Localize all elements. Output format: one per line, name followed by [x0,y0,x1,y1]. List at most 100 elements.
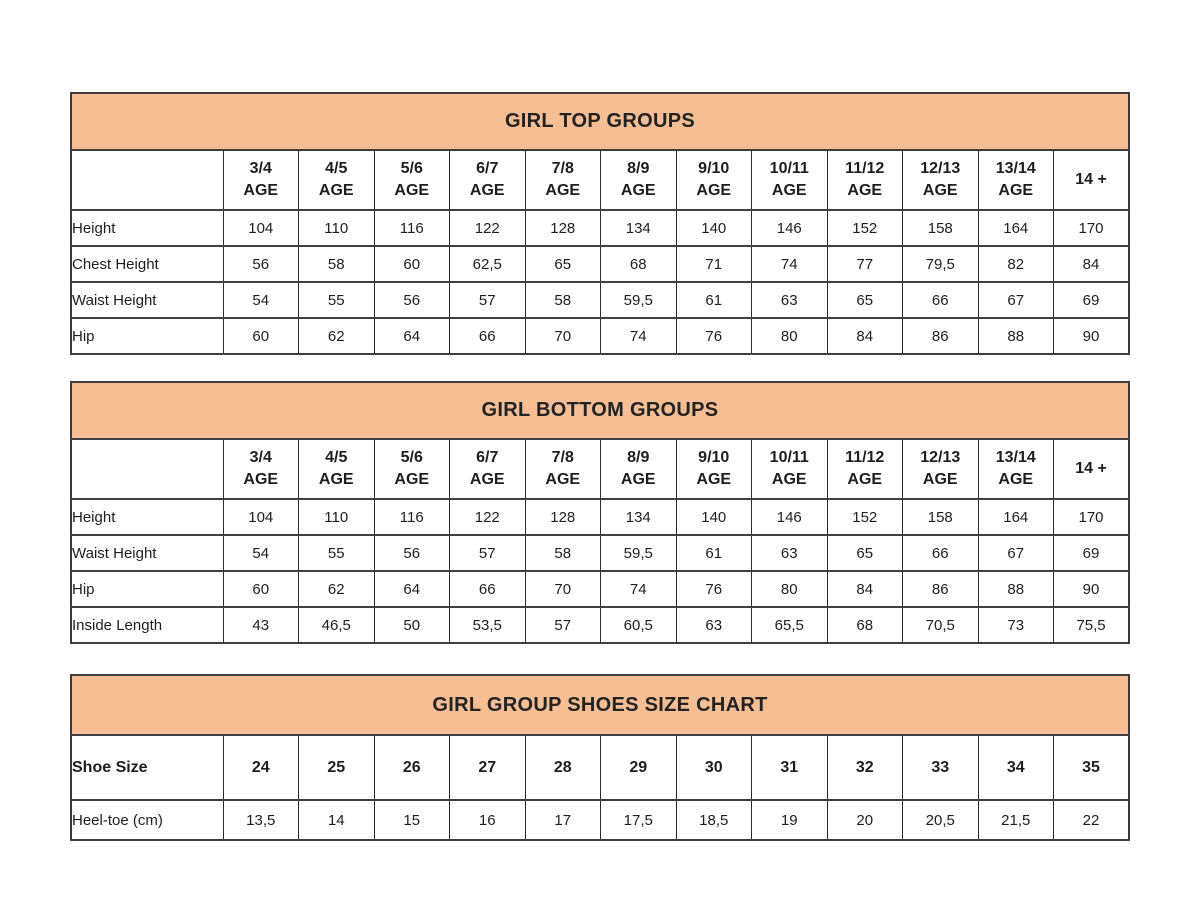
row-label-cell: Shoe Size [70,734,224,801]
value-cell: 19 [751,799,828,841]
value-cell: 14 [298,799,375,841]
value-cell: 86 [902,570,979,608]
value-cell: 80 [751,570,828,608]
corner-cell [70,438,224,500]
value-cell: 30 [675,734,752,801]
age-suffix-label: AGE [998,182,1034,199]
girl-shoes-size-body: GIRL GROUP SHOES SIZE CHART Shoe Size 24 2… [70,674,1130,841]
age-suffix-label: AGE [847,471,883,488]
value-cell: 18,5 [675,799,752,841]
value-cell: 57 [524,606,601,644]
value-cell: 75,5 [1053,606,1130,644]
column-header-cell: 14 + [1053,149,1130,211]
age-suffix-label: AGE [922,182,958,199]
value-cell: 88 [977,570,1054,608]
column-header-cell: 9/10 AGE [675,149,752,211]
value-cell: 31 [751,734,828,801]
age-range-label: 12/13 [920,160,961,178]
value-cell: 158 [902,209,979,247]
value-cell: 64 [373,570,450,608]
column-header-cell: 8/9 AGE [600,438,677,500]
row-label-cell: Heel-toe (cm) [70,799,224,841]
value-cell: 122 [449,209,526,247]
value-cell: 50 [373,606,450,644]
age-suffix-label: AGE [771,182,807,199]
table-row: Height 104 110 116 122 128 134 140 146 152 158 164 1… [70,498,1130,536]
value-cell: 57 [449,534,526,572]
value-cell: 29 [600,734,677,801]
value-cell: 16 [449,799,526,841]
column-header-cell: 7/8 AGE [524,438,601,500]
age-header-row: 3/4 AGE 4/5 AGE 5/6 AGE 6/7 AGE 7/8 AGE 8/9 AGE 9/10… [70,149,1130,211]
value-cell: 63 [675,606,752,644]
value-cell: 82 [977,245,1054,283]
value-cell: 28 [524,734,601,801]
column-header-cell: 12/13 AGE [902,149,979,211]
value-cell: 116 [373,498,450,536]
value-cell: 164 [977,209,1054,247]
row-label-cell: Height [70,498,224,536]
age-range-label: 11/12 [845,449,885,467]
size-charts-container: GIRL TOP GROUPS 3/4 AGE 4/5 AGE 5/6 AGE 6/7 AGE… [70,92,1130,841]
value-cell: 20,5 [902,799,979,841]
value-cell: 90 [1053,317,1130,355]
table-row: Chest Height 56 58 60 62,5 65 68 71 74 77 79,5 82 84 [70,245,1130,283]
column-header-cell: 6/7 AGE [449,149,526,211]
value-cell: 64 [373,317,450,355]
value-cell: 65 [524,245,601,283]
girl-bottom-groups-title: GIRL BOTTOM GROUPS [70,381,1130,440]
value-cell: 54 [222,281,299,319]
age-header-row: 3/4 AGE 4/5 AGE 5/6 AGE 6/7 AGE 7/8 AGE 8/9 AGE 9/10… [70,438,1130,500]
value-cell: 116 [373,209,450,247]
table-row: Hip 60 62 64 66 70 74 76 80 84 86 88 90 [70,570,1130,608]
table-title-row: GIRL GROUP SHOES SIZE CHART [70,674,1130,736]
value-cell: 60 [373,245,450,283]
column-header-cell: 13/14 AGE [977,149,1054,211]
table-row: Waist Height 54 55 56 57 58 59,5 61 63 65 66 67 69 [70,534,1130,572]
age-suffix-label: AGE [847,182,883,199]
value-cell: 58 [524,534,601,572]
value-cell: 70,5 [902,606,979,644]
value-cell: 66 [902,281,979,319]
value-cell: 158 [902,498,979,536]
value-cell: 152 [826,209,903,247]
age-suffix-label: AGE [998,471,1034,488]
value-cell: 90 [1053,570,1130,608]
girl-shoes-size-title: GIRL GROUP SHOES SIZE CHART [70,674,1130,736]
value-cell: 170 [1053,498,1130,536]
value-cell: 84 [826,570,903,608]
value-cell: 128 [524,209,601,247]
value-cell: 152 [826,498,903,536]
value-cell: 62 [298,317,375,355]
table-row: Height 104 110 116 122 128 134 140 146 152 158 164 1… [70,209,1130,247]
value-cell: 104 [222,498,299,536]
age-range-label: 6/7 [476,160,499,178]
column-header-cell: 4/5 AGE [298,149,375,211]
value-cell: 56 [373,281,450,319]
value-cell: 17,5 [600,799,677,841]
column-header-cell: 6/7 AGE [449,438,526,500]
value-cell: 26 [373,734,450,801]
value-cell: 67 [977,281,1054,319]
age-suffix-label: AGE [696,182,732,199]
age-suffix-label: AGE [394,182,430,199]
age-range-label: 4/5 [325,160,348,178]
age-suffix-label: AGE [469,182,505,199]
value-cell: 134 [600,498,677,536]
value-cell: 65 [826,281,903,319]
age-suffix-label: AGE [318,182,354,199]
age-range-label: 14 + [1075,171,1107,189]
row-label-cell: Waist Height [70,281,224,319]
value-cell: 67 [977,534,1054,572]
value-cell: 61 [675,534,752,572]
column-header-cell: 8/9 AGE [600,149,677,211]
value-cell: 74 [600,317,677,355]
value-cell: 69 [1053,281,1130,319]
value-cell: 77 [826,245,903,283]
value-cell: 70 [524,570,601,608]
age-range-label: 3/4 [249,160,272,178]
age-suffix-label: AGE [469,471,505,488]
age-suffix-label: AGE [318,471,354,488]
value-cell: 56 [222,245,299,283]
age-range-label: 5/6 [400,160,423,178]
